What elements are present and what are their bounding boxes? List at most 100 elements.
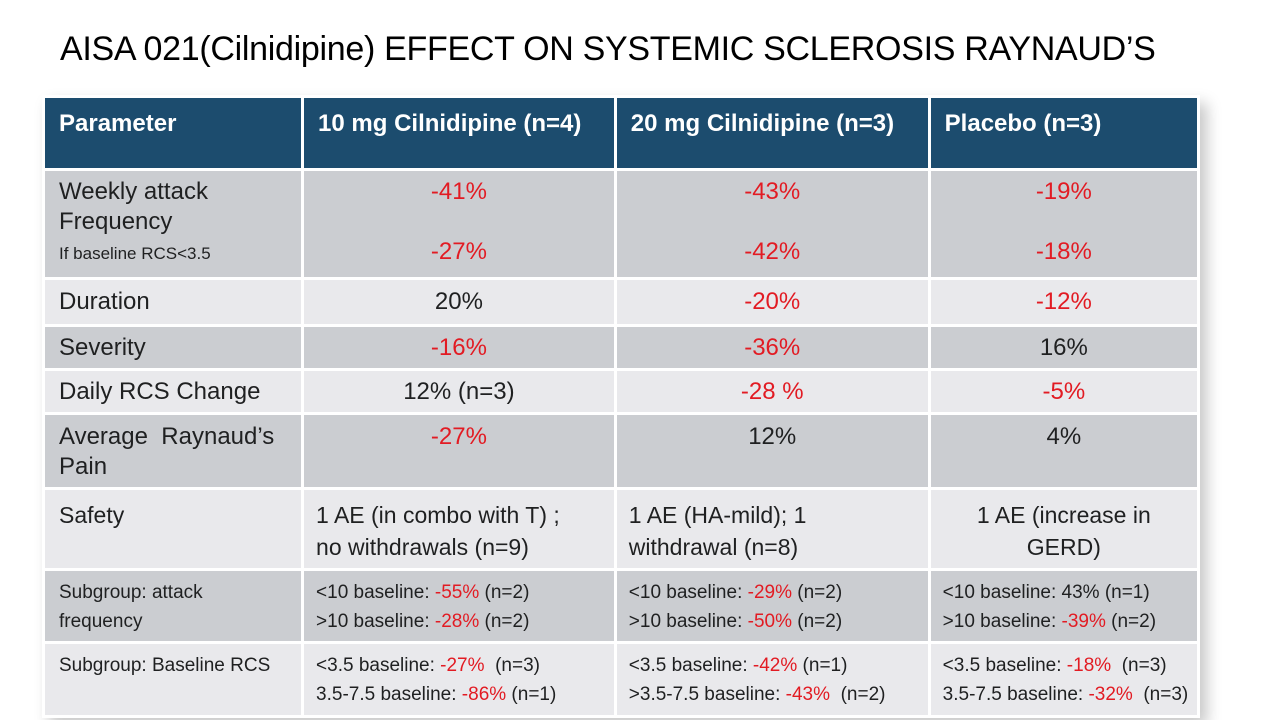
cell-text: 16% — [1039, 333, 1088, 361]
cell-text: Subgroup: attack — [59, 582, 203, 604]
cell-line: 4% — [943, 422, 1185, 452]
negative-value: -16% — [430, 333, 487, 361]
cell-text: 12% (n=3) — [403, 377, 515, 405]
negative-value: -32% — [1088, 683, 1133, 705]
negative-value: -27% — [440, 655, 485, 677]
cell-text: >10 baseline: — [316, 610, 435, 632]
cell-text: (n=3) — [484, 655, 540, 677]
cell-line: -27% — [316, 237, 602, 267]
table-row-7: Subgroup: attack frequency <10 baseline: -… — [45, 571, 1197, 642]
cell-text: (n=2) — [830, 683, 886, 705]
page-title: AISA 021(Cilnidipine) EFFECT ON SYSTEMIC… — [60, 30, 1156, 68]
cell-text: Daily RCS Change — [59, 377, 261, 405]
cell-line: -42% — [629, 237, 916, 267]
cell-text: <3.5 baseline: — [942, 655, 1067, 677]
cell-text: no withdrawals (n=9) — [316, 534, 529, 561]
cell-r7-c1: <10 baseline: -55% (n=2) >10 baseline: -2… — [304, 571, 614, 642]
cell-r6-c1: 1 AE (in combo with T) ; no withdrawals (… — [304, 490, 614, 569]
cell-line: <3.5 baseline: -42% (n=1) — [629, 652, 916, 681]
negative-value: -39% — [1061, 610, 1106, 632]
cell-line: no withdrawals (n=9) — [316, 531, 602, 563]
negative-value: -28% — [434, 610, 480, 632]
cell-text: 1 AE (increase in — [976, 502, 1151, 528]
column-header-0: Parameter — [45, 98, 302, 168]
cell-r5-c1: -27% — [304, 415, 614, 487]
cell-text: Frequency — [59, 208, 173, 235]
negative-value: -29% — [747, 582, 792, 604]
cell-r5-c0: Average Raynaud’s Pain — [45, 415, 302, 487]
cell-text: Average Raynaud’s — [59, 423, 275, 450]
cell-line: 20% — [316, 287, 602, 317]
negative-value: -41% — [430, 178, 487, 205]
negative-value: -43% — [785, 683, 831, 705]
cell-text: 1 AE (in combo with T) ; — [316, 502, 560, 528]
table-row-6: Safety 1 AE (in combo with T) ; no withdra… — [45, 490, 1197, 569]
negative-value: -28 % — [740, 377, 804, 405]
cell-line: -5% — [943, 377, 1185, 407]
cell-text: (n=2) — [479, 610, 530, 632]
cell-text: (n=2) — [479, 582, 530, 604]
cell-line: Severity — [59, 333, 289, 363]
cell-text: <10 baseline: 43% (n=1) — [942, 582, 1150, 604]
cell-r1-c3: -19% -18% — [930, 171, 1197, 277]
cell-r5-c3: 4% — [930, 415, 1197, 487]
cell-line: <10 baseline: -29% (n=2) — [629, 579, 916, 608]
cell-r3-c3: 16% — [930, 327, 1197, 368]
cell-text: If baseline RCS<3.5 — [59, 244, 211, 263]
cell-line: If baseline RCS<3.5 — [59, 237, 289, 267]
cell-r8-c3: <3.5 baseline: -18% (n=3) 3.5-7.5 baselin… — [930, 644, 1197, 716]
cell-r7-c0: Subgroup: attack frequency — [45, 571, 302, 642]
cell-text: withdrawal (n=8) — [628, 534, 799, 561]
table-row-2: Duration 20% -20% -12% — [45, 280, 1197, 324]
negative-value: -43% — [744, 178, 801, 205]
negative-value: -12% — [1035, 288, 1092, 315]
cell-text: <10 baseline: — [628, 582, 748, 604]
column-header-2: 20 mg Cilnidipine (n=3) — [616, 98, 928, 168]
cell-text: Weekly attack — [59, 178, 208, 205]
cell-r4-c3: -5% — [930, 371, 1197, 412]
cell-r7-c2: <10 baseline: -29% (n=2) >10 baseline: -5… — [616, 571, 928, 642]
cell-r6-c3: 1 AE (increase in GERD) — [930, 490, 1197, 569]
cell-text: (n=3) — [1132, 683, 1189, 705]
cell-r2-c1: 20% — [304, 280, 614, 324]
column-header-3: Placebo (n=3) — [930, 98, 1197, 168]
negative-value: -36% — [744, 333, 801, 361]
negative-value: -5% — [1042, 377, 1086, 405]
cell-text: Pain — [59, 453, 108, 480]
negative-value: -18% — [1066, 655, 1112, 677]
cell-text: frequency — [59, 610, 143, 632]
negative-value: -20% — [744, 288, 801, 315]
cell-line: -43% — [629, 177, 916, 207]
cell-r3-c0: Severity — [45, 327, 302, 368]
cell-line: Safety — [59, 499, 289, 531]
cell-text: >10 baseline: — [942, 610, 1062, 632]
negative-value: -55% — [434, 582, 480, 604]
cell-r6-c0: Safety — [45, 490, 302, 569]
cell-line: Daily RCS Change — [59, 377, 289, 407]
negative-value: -27% — [430, 238, 487, 265]
cell-text: Safety — [59, 502, 125, 528]
negative-value: -42% — [752, 655, 798, 677]
header-row: Parameter 10 mg Cilnidipine (n=4) 20 mg Ci… — [45, 98, 1197, 168]
cell-text: 4% — [1046, 423, 1082, 450]
cell-line: -27% — [316, 422, 602, 452]
cell-text: Severity — [59, 333, 146, 361]
cell-line: -18% — [943, 237, 1185, 267]
cell-line: Weekly attack — [59, 177, 289, 207]
cell-line: >10 baseline: -39% (n=2) — [943, 608, 1185, 637]
cell-r2-c2: -20% — [616, 280, 928, 324]
cell-line: <10 baseline: -55% (n=2) — [316, 579, 602, 608]
negative-value: -18% — [1035, 238, 1092, 265]
cell-r7-c3: <10 baseline: 43% (n=1) >10 baseline: -39… — [930, 571, 1197, 642]
cell-r3-c2: -36% — [616, 327, 928, 368]
cell-text: (n=3) — [1111, 655, 1167, 677]
cell-text: <3.5 baseline: — [628, 655, 753, 677]
cell-text: 3.5-7.5 baseline: — [942, 683, 1089, 705]
cell-line: 3.5-7.5 baseline: -86% (n=1) — [316, 681, 602, 710]
cell-r1-c0: Weekly attack Frequency If baseline RCS<3.… — [45, 171, 302, 277]
cell-line: 12% (n=3) — [316, 377, 602, 407]
cell-line: GERD) — [943, 531, 1185, 563]
cell-text: 1 AE (HA-mild); 1 — [628, 502, 807, 528]
cell-line: <3.5 baseline: -27% (n=3) — [316, 652, 602, 681]
